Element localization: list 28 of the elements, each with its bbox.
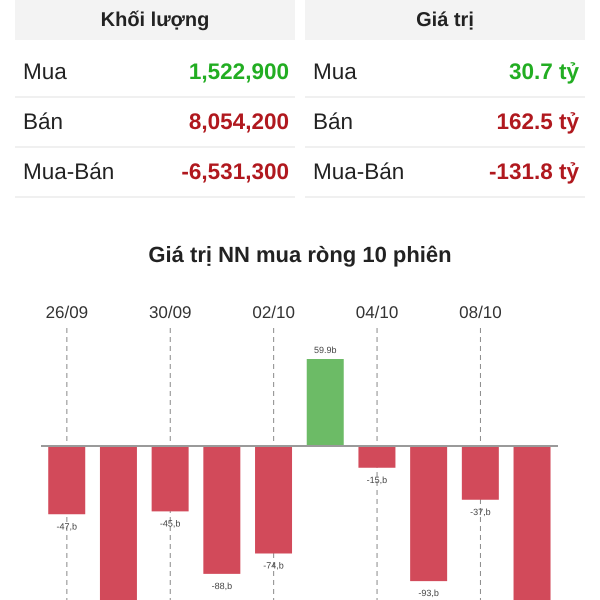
text: 1,522,900 bbox=[188, 59, 289, 85]
data-label: 59.9b bbox=[314, 345, 337, 355]
x-tick-label: 02/10 bbox=[252, 303, 295, 322]
text: Bán bbox=[313, 109, 354, 135]
data-label: -74,b bbox=[263, 560, 284, 571]
data-label: -88,b bbox=[212, 580, 232, 591]
data-label: -37,b bbox=[470, 506, 491, 517]
text: -6,531,300 bbox=[181, 159, 289, 185]
text: Khối lượng bbox=[100, 8, 210, 32]
text: Giá trị bbox=[416, 8, 474, 32]
text: Mua bbox=[23, 59, 67, 85]
text: 162.5 tỷ bbox=[496, 109, 579, 135]
chart-title: Giá trị NN mua ròng 10 phiên bbox=[148, 242, 452, 267]
data-label: -45,b bbox=[160, 518, 180, 528]
data-label: -93,b bbox=[418, 588, 439, 598]
text: Mua-Bán bbox=[313, 159, 404, 185]
text: 30.7 tỷ bbox=[508, 59, 579, 85]
text: Mua bbox=[313, 59, 357, 85]
text: Bán bbox=[23, 109, 64, 135]
text: 8,054,200 bbox=[188, 109, 289, 135]
text: Mua-Bán bbox=[23, 159, 114, 185]
x-tick-label: 08/10 bbox=[459, 303, 502, 322]
x-tick-label: 30/09 bbox=[148, 303, 192, 322]
x-tick-label: 26/09 bbox=[46, 303, 88, 322]
text: -131.8 tỷ bbox=[488, 159, 579, 185]
x-tick-label: 04/10 bbox=[356, 303, 398, 322]
data-label: -47,b bbox=[56, 521, 77, 532]
data-label: -15,b bbox=[366, 474, 388, 485]
